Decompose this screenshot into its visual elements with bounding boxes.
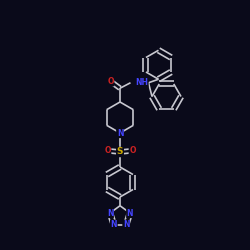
Text: NH: NH	[135, 78, 148, 87]
Text: O: O	[129, 146, 136, 155]
Text: O: O	[104, 146, 111, 155]
Text: N: N	[123, 220, 130, 229]
Text: N: N	[107, 208, 113, 218]
Text: O: O	[107, 77, 114, 86]
Text: N: N	[117, 128, 123, 138]
Text: N: N	[127, 208, 133, 218]
Text: S: S	[117, 148, 123, 156]
Text: N: N	[110, 220, 117, 229]
